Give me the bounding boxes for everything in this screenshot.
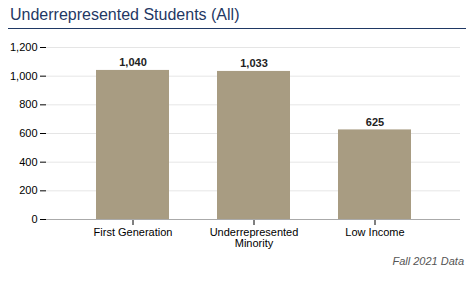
svg-text:600: 600 (19, 127, 37, 139)
html-text:Fall 2021 Data: Fall 2021 Data (392, 255, 464, 267)
svg-text:1,033: 1,033 (240, 57, 268, 69)
svg-text:First Generation: First Generation (94, 226, 173, 238)
svg-text:UnderrepresentedMinority: UnderrepresentedMinority (210, 226, 299, 249)
html-text:Underrepresented Students (All: Underrepresented Students (All) (10, 6, 240, 23)
svg-text:625: 625 (366, 116, 384, 128)
svg-text:400: 400 (19, 156, 37, 168)
svg-text:200: 200 (19, 184, 37, 196)
svg-text:1,000: 1,000 (10, 70, 38, 82)
svg-text:1,200: 1,200 (10, 41, 38, 53)
svg-text:800: 800 (19, 98, 37, 110)
svg-text:1,040: 1,040 (119, 56, 147, 68)
svg-text:Low Income: Low Income (345, 226, 404, 238)
svg-text:0: 0 (31, 213, 37, 225)
